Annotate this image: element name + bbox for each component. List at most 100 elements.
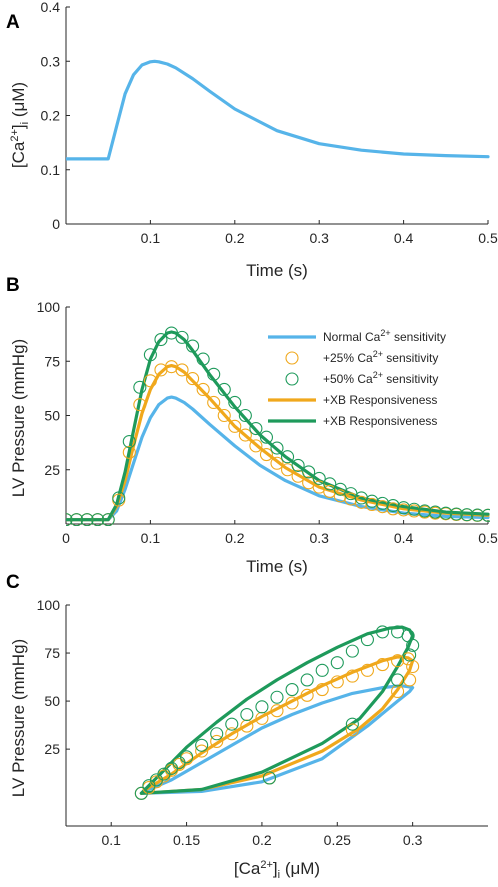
x-tick-label: 0.4 — [394, 530, 414, 546]
series-line-plus25 — [139, 655, 415, 795]
x-tick-label: 0.1 — [101, 832, 121, 848]
series-line-plus25 — [66, 364, 490, 522]
x-tick-label: 0.1 — [141, 230, 161, 246]
panel-b-axes: 0 0.1 0.2 0.3 0.4 0.5 25 50 75 100 — [37, 299, 498, 546]
plot-area — [66, 326, 490, 526]
data-point-plus25 — [360, 663, 374, 677]
data-point-plus50 — [397, 501, 411, 515]
data-point-plus50 — [365, 494, 379, 508]
data-point-plus50 — [302, 465, 316, 479]
data-point-plus25 — [225, 727, 239, 741]
series-line-normal — [66, 59, 490, 161]
data-point-plus50 — [80, 513, 94, 526]
data-point-plus25 — [210, 734, 224, 748]
x-tick-label: 0.1 — [141, 530, 161, 546]
data-point-plus50 — [270, 441, 284, 455]
data-point-plus50 — [240, 707, 254, 722]
legend-label: +XB Responsiveness — [323, 393, 437, 407]
data-point-plus50 — [134, 786, 148, 800]
x-tick-label: 0.5 — [478, 230, 498, 246]
data-point-plus25 — [207, 395, 221, 410]
legend: Normal Ca2+ sensitivity +25% Ca2+ sensiti… — [268, 328, 446, 428]
y-tick-label: 0.2 — [41, 108, 61, 124]
x-tick-label: 0.4 — [394, 230, 414, 246]
data-point-plus50 — [217, 382, 231, 397]
data-point-plus25 — [186, 372, 200, 386]
data-point-plus25 — [217, 408, 231, 423]
data-point-plus25 — [270, 456, 284, 470]
data-point-plus50 — [259, 430, 274, 444]
data-point-plus50 — [238, 408, 252, 423]
y-tick-label: 100 — [37, 597, 61, 613]
data-point-plus25 — [345, 723, 359, 737]
data-point-plus50 — [285, 683, 299, 697]
data-point-plus50 — [70, 513, 84, 526]
y-tick-label: 75 — [44, 353, 60, 369]
panel-c-axes: 0.1 0.15 0.2 0.25 0.3 25 50 75 100 — [37, 597, 488, 848]
legend-label: Normal Ca2+ sensitivity — [323, 328, 446, 344]
data-point-plus50 — [175, 330, 189, 344]
data-point-plus50 — [91, 513, 105, 526]
data-point-plus25 — [195, 744, 209, 758]
data-point-plus50 — [195, 738, 209, 752]
data-point-plus50 — [210, 727, 224, 741]
data-point-plus25 — [259, 448, 274, 462]
data-point-plus25 — [375, 658, 390, 672]
data-point-plus50 — [375, 496, 390, 510]
y-tick-label: 25 — [44, 462, 60, 478]
y-tick-label: 0.1 — [41, 162, 61, 178]
data-point-plus25 — [175, 363, 189, 377]
panel-c-ylabel: LV Pressure (mmHg) — [9, 639, 28, 797]
series-line-normal — [139, 684, 415, 795]
plot-area — [66, 59, 490, 161]
data-point-plus50 — [143, 348, 157, 362]
data-point-plus50 — [470, 508, 485, 522]
panel-b-ylabel: LV Pressure (mmHg) — [9, 339, 28, 497]
y-tick-label: 0.3 — [41, 53, 61, 69]
data-point-plus50 — [375, 625, 390, 639]
data-point-plus50 — [428, 505, 442, 519]
panel-a-letter: A — [6, 12, 20, 33]
panel-c-letter: C — [6, 572, 20, 593]
data-point-plus25 — [228, 419, 242, 433]
data-point-plus50 — [403, 648, 417, 662]
data-point-plus50 — [360, 633, 374, 647]
x-tick-label: 0.3 — [403, 832, 423, 848]
y-tick-label: 50 — [44, 693, 60, 709]
data-point-plus50 — [418, 504, 432, 518]
panel-a: A 0.1 0.2 0.3 0.4 0.500.10.20.30.4 Time (s) … — [6, 0, 498, 280]
data-point-plus50 — [280, 450, 295, 464]
data-point-plus50 — [312, 471, 326, 485]
data-point-plus25 — [143, 374, 157, 388]
x-tick-label: 0.2 — [252, 832, 272, 848]
data-point-plus25 — [285, 696, 299, 710]
data-point-plus50 — [406, 638, 420, 652]
data-point-plus50 — [481, 508, 490, 522]
data-point-plus50 — [323, 477, 337, 491]
y-tick-label: 25 — [44, 741, 60, 757]
data-point-plus50 — [225, 717, 239, 731]
panel-b-letter: B — [6, 275, 20, 296]
data-point-plus25 — [391, 654, 405, 668]
y-tick-label: 0 — [52, 216, 60, 232]
data-point-plus50 — [330, 656, 344, 670]
data-point-plus50 — [101, 513, 115, 526]
x-tick-label: 0.5 — [478, 530, 498, 546]
data-point-plus25 — [133, 398, 147, 412]
data-point-plus50 — [255, 700, 269, 714]
data-point-plus50 — [228, 395, 242, 410]
series-line-plus50 — [139, 625, 415, 795]
panel-b: B 0 0.1 0.2 0.3 0.4 0.5 25 50 75 100 Time (s) LV … — [6, 275, 498, 576]
x-tick-label: 0 — [62, 530, 70, 546]
panel-a-ylabel: [Ca2+]i (μM) — [9, 82, 31, 168]
data-point-plus50 — [196, 352, 210, 366]
data-point-plus25 — [300, 688, 314, 702]
y-tick-label: 75 — [44, 645, 60, 661]
data-point-plus25 — [315, 683, 329, 697]
data-point-plus50 — [207, 367, 221, 381]
data-point-plus25 — [354, 495, 368, 509]
legend-label: +50% Ca2+ sensitivity — [323, 370, 438, 386]
data-point-plus50 — [439, 506, 453, 520]
data-point-plus50 — [133, 380, 147, 394]
legend-swatch-circle — [285, 372, 299, 386]
